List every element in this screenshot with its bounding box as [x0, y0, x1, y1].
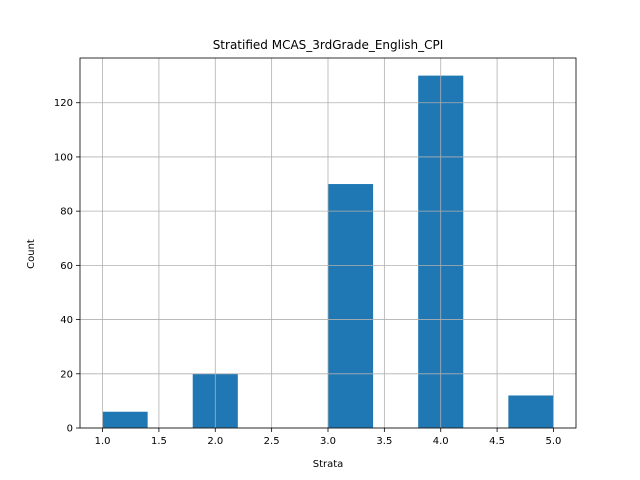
y-tick-label-6: 120 — [54, 98, 73, 109]
x-tick-label-2: 2.0 — [207, 436, 223, 447]
x-tick-label-4: 3.0 — [320, 436, 336, 447]
y-axis-label: Count — [26, 239, 37, 269]
x-tick-label-6: 4.0 — [433, 436, 449, 447]
x-axis-label: Strata — [313, 459, 344, 470]
y-tick-label-5: 100 — [54, 152, 73, 163]
y-tick-label-4: 80 — [60, 207, 73, 218]
ticks: 1.0 1.5 2.0 2.5 3.0 3.5 4.0 4.5 5.0 0 20 40 60 80 100 1… — [54, 98, 562, 447]
x-tick-label-8: 5.0 — [546, 436, 562, 447]
x-tick-label-3: 2.5 — [264, 436, 280, 447]
y-tick-label-3: 60 — [60, 261, 73, 272]
x-tick-label-5: 3.5 — [376, 436, 392, 447]
y-tick-label-2: 40 — [60, 315, 73, 326]
histogram-bar-9 — [508, 395, 554, 428]
x-tick-label-1: 1.5 — [151, 436, 167, 447]
y-tick-label-1: 20 — [60, 369, 73, 380]
chart-title: Stratified MCAS_3rdGrade_English_CPI — [213, 38, 444, 52]
histogram-bar-0 — [102, 411, 148, 428]
y-tick-label-0: 0 — [67, 424, 73, 435]
x-tick-label-0: 1.0 — [95, 436, 111, 447]
x-tick-label-7: 4.5 — [489, 436, 505, 447]
histogram-bar-5 — [328, 184, 374, 428]
